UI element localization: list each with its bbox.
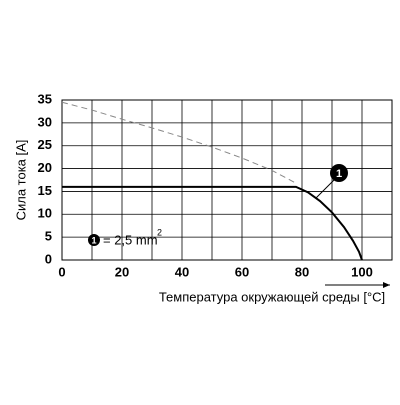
series-line: [62, 185, 363, 261]
x-tick-label: 80: [295, 264, 309, 279]
y-tick-label: 35: [38, 91, 52, 106]
x-tick-label: 100: [351, 264, 373, 279]
x-tick-label: 40: [175, 264, 189, 279]
x-tick-label: 60: [235, 264, 249, 279]
legend-sup: 2: [157, 227, 162, 237]
callout-label: 1: [336, 168, 342, 180]
legend-marker: [88, 234, 100, 246]
y-tick-label: 15: [38, 183, 52, 198]
y-tick-label: 5: [45, 229, 52, 244]
y-tick-label: 30: [38, 114, 52, 129]
x-axis-label: Температура окружающей среды [°C]: [159, 289, 385, 304]
x-axis-arrow-head: [383, 282, 390, 288]
y-tick-label: 0: [45, 251, 52, 266]
callout-leader: [315, 179, 335, 199]
x-tick-label: 20: [115, 264, 129, 279]
y-tick-label: 25: [38, 137, 52, 152]
series-line: [61, 101, 297, 184]
plot-frame: [61, 99, 393, 261]
legend-text: = 2,5 mm: [103, 232, 158, 247]
y-axis-label: Сила тока [A]: [13, 140, 28, 221]
x-tick-label: 0: [58, 264, 65, 279]
y-tick-label: 20: [38, 160, 52, 175]
callout-circle: [330, 164, 348, 182]
y-tick-label: 10: [38, 206, 52, 221]
legend-marker-label: 1: [91, 235, 96, 245]
